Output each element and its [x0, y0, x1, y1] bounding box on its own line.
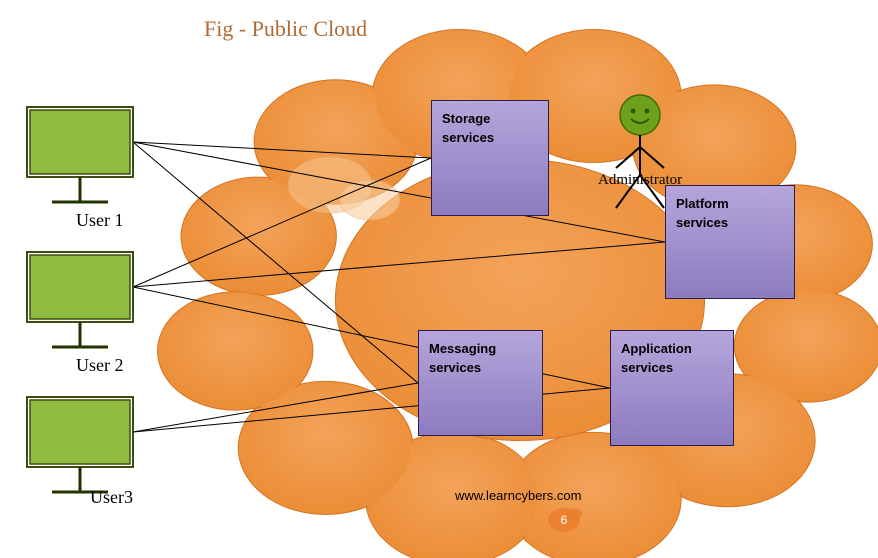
service-label-line1: Platform	[676, 196, 784, 211]
diagram-canvas: 6 Fig - Public Cloud User 1 User 2 User3 S…	[0, 0, 878, 558]
user-label-user1: User 1	[76, 210, 124, 231]
figure-title: Fig - Public Cloud	[204, 16, 367, 42]
service-label-line2: services	[676, 215, 784, 230]
administrator-label: Administrator	[598, 172, 682, 189]
service-label-line1: Storage	[442, 111, 538, 126]
service-label-line2: services	[429, 360, 532, 375]
service-box-application: Application services	[610, 330, 734, 446]
page-number: 6	[561, 513, 568, 527]
service-label-line2: services	[442, 130, 538, 145]
watermark-text: www.learncybers.com	[455, 488, 581, 503]
service-label-line2: services	[621, 360, 723, 375]
user-monitors	[27, 107, 133, 492]
user-label-user2: User 2	[76, 355, 124, 376]
user-label-user3: User3	[90, 487, 133, 508]
service-box-platform: Platform services	[665, 185, 795, 299]
service-label-line1: Application	[621, 341, 723, 356]
service-label-line1: Messaging	[429, 341, 532, 356]
service-box-messaging: Messaging services	[418, 330, 543, 436]
service-box-storage: Storage services	[431, 100, 549, 216]
